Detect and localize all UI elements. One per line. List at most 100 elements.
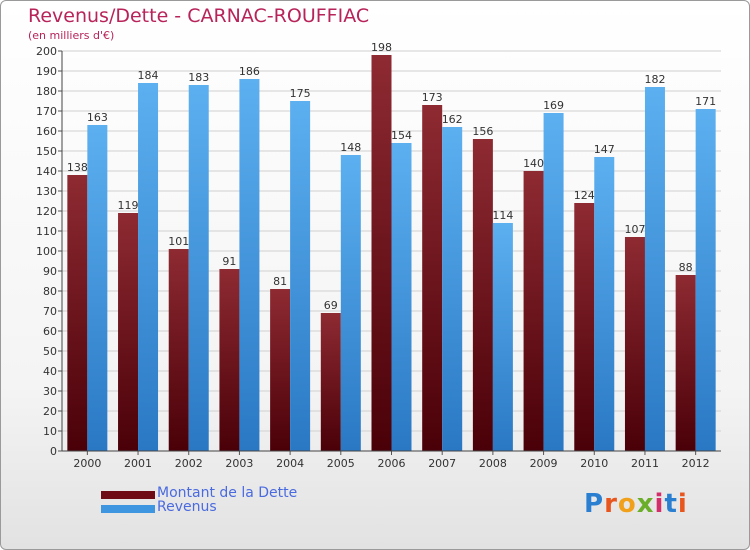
bars: [67, 55, 716, 451]
data-label-revenus-2006: 154: [391, 129, 412, 142]
bar-revenus-2004: [290, 101, 311, 451]
x-tick-label: 2002: [175, 457, 203, 470]
data-label-debt-2006: 198: [371, 41, 392, 54]
legend-swatch-debt: [101, 491, 155, 499]
bar-debt-2004: [270, 289, 291, 451]
x-tick-label: 2009: [530, 457, 558, 470]
x-tick-label: 2003: [225, 457, 253, 470]
x-tick-label: 2005: [327, 457, 355, 470]
bar-debt-2011: [624, 237, 645, 451]
x-tick-label: 2004: [276, 457, 304, 470]
bar-debt-2008: [472, 139, 493, 451]
y-tick-label: 30: [43, 385, 57, 398]
y-tick-label: 110: [36, 225, 57, 238]
data-label-debt-2012: 88: [679, 261, 693, 274]
data-label-debt-2005: 69: [324, 299, 338, 312]
data-label-debt-2009: 140: [523, 157, 544, 170]
y-tick-label: 70: [43, 305, 57, 318]
data-label-revenus-2012: 171: [695, 95, 716, 108]
legend-swatch-revenus: [101, 505, 155, 513]
data-label-revenus-2009: 169: [543, 99, 564, 112]
bar-debt-2007: [422, 105, 443, 451]
y-tick-label: 10: [43, 425, 57, 438]
y-tick-label: 130: [36, 185, 57, 198]
x-tick-label: 2008: [479, 457, 507, 470]
data-label-revenus-2001: 184: [138, 69, 159, 82]
x-axis-ticks: 2000 2001 2002 2003 2004 2005 2006 2007 2008 2009…: [73, 451, 710, 470]
data-labels: 138 163 119 184 101 183 91 186 81 175 69 148 198 154 1…: [67, 41, 716, 312]
chart-title: Revenus/Dette - CARNAC-ROUFFIAC: [28, 5, 370, 27]
data-label-revenus-2004: 175: [290, 87, 311, 100]
data-label-revenus-2003: 186: [239, 65, 260, 78]
logo-letter: i: [677, 489, 688, 519]
logo-letter: o: [617, 489, 637, 519]
y-tick-label: 170: [36, 105, 57, 118]
x-tick-label: 2010: [580, 457, 608, 470]
bar-revenus-2002: [188, 85, 209, 451]
data-label-revenus-2000: 163: [87, 111, 108, 124]
y-tick-label: 120: [36, 205, 57, 218]
bar-revenus-2006: [391, 143, 412, 451]
data-label-debt-2002: 101: [168, 235, 189, 248]
data-label-debt-2011: 107: [624, 223, 645, 236]
bar-revenus-2009: [543, 113, 564, 451]
logo-letter: i: [654, 489, 665, 519]
bar-revenus-2003: [239, 79, 260, 451]
x-tick-label: 2006: [378, 457, 406, 470]
bar-debt-2010: [574, 203, 595, 451]
bar-debt-2000: [67, 175, 88, 451]
y-tick-label: 50: [43, 345, 57, 358]
y-tick-label: 60: [43, 325, 57, 338]
bar-debt-2009: [523, 171, 544, 451]
y-tick-label: 160: [36, 125, 57, 138]
y-tick-label: 190: [36, 65, 57, 78]
logo-letter: P: [584, 489, 605, 519]
bar-revenus-2012: [695, 109, 716, 451]
legend-label-revenus: Revenus: [157, 499, 217, 515]
data-label-revenus-2011: 182: [644, 73, 665, 86]
y-tick-label: 180: [36, 85, 57, 98]
x-tick-label: 2007: [428, 457, 456, 470]
bar-debt-2001: [118, 213, 139, 451]
y-tick-label: 90: [43, 265, 57, 278]
y-tick-label: 80: [43, 285, 57, 298]
y-tick-label: 200: [36, 45, 57, 58]
data-label-revenus-2010: 147: [594, 143, 615, 156]
data-label-revenus-2002: 183: [188, 71, 209, 84]
bar-debt-2012: [675, 275, 696, 451]
bar-revenus-2008: [492, 223, 513, 451]
data-label-debt-2008: 156: [472, 125, 493, 138]
bar-revenus-2007: [442, 127, 463, 451]
axes: [61, 51, 721, 452]
bar-debt-2002: [168, 249, 189, 451]
bar-debt-2003: [219, 269, 240, 451]
bar-revenus-2001: [138, 83, 159, 451]
proxiti-logo: Proxiti: [584, 489, 688, 519]
y-tick-label: 100: [36, 245, 57, 258]
legend-label-debt: Montant de la Dette: [157, 485, 298, 501]
bar-debt-2006: [371, 55, 392, 451]
y-tick-label: 0: [50, 445, 57, 458]
bar-revenus-2005: [340, 155, 361, 451]
y-axis-ticks: 0 10 20 30 40 50 60 70 80 90 100 110 120 130 140 150 160…: [36, 45, 62, 458]
data-label-debt-2010: 124: [574, 189, 595, 202]
data-label-revenus-2005: 148: [340, 141, 361, 154]
data-label-debt-2001: 119: [118, 199, 139, 212]
bar-revenus-2000: [87, 125, 108, 451]
logo-letter: x: [636, 489, 655, 519]
y-tick-label: 40: [43, 365, 57, 378]
data-label-debt-2003: 91: [222, 255, 236, 268]
x-tick-label: 2012: [682, 457, 710, 470]
data-label-debt-2004: 81: [273, 275, 287, 288]
x-tick-label: 2000: [73, 457, 101, 470]
chart-subtitle: (en milliers d'€): [28, 29, 115, 42]
y-tick-label: 150: [36, 145, 57, 158]
data-label-revenus-2007: 162: [442, 113, 463, 126]
y-tick-label: 20: [43, 405, 57, 418]
bar-revenus-2011: [644, 87, 665, 451]
logo-letter: t: [664, 489, 678, 519]
x-tick-label: 2001: [124, 457, 152, 470]
data-label-debt-2007: 173: [422, 91, 443, 104]
